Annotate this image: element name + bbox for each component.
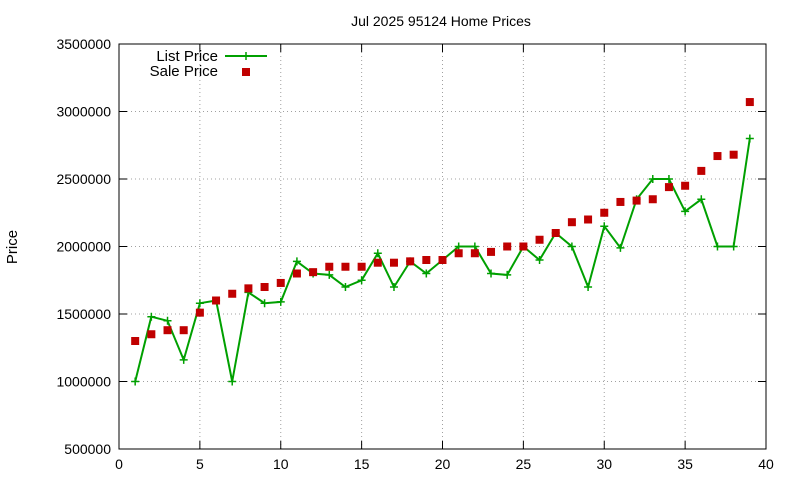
- axes: 500000 1000000 1500000 2000000 2500000 300000…: [56, 36, 774, 472]
- sale-price-point: [163, 326, 172, 335]
- list-price-point: [503, 270, 512, 279]
- y-tick-label: 3000000: [56, 104, 111, 120]
- sale-price-point: [745, 98, 754, 107]
- list-price-point: [648, 175, 657, 183]
- sale-price-point: [454, 249, 463, 258]
- list-price-point: [697, 195, 706, 204]
- sale-price-point: [632, 196, 641, 205]
- y-tick-label: 500000: [64, 441, 111, 457]
- list-price-point: [422, 269, 431, 278]
- sale-price-point: [389, 258, 398, 267]
- sale-price-point: [325, 262, 334, 271]
- sale-price-point: [195, 308, 204, 317]
- sale-price-point: [713, 152, 722, 161]
- list-price-point: [713, 242, 722, 251]
- list-price-point: [745, 134, 754, 143]
- sale-price-point: [373, 258, 382, 267]
- list-price-point: [131, 377, 140, 386]
- list-price-point: [681, 207, 690, 216]
- y-tick-label: 2500000: [56, 171, 111, 187]
- x-tick-label: 20: [435, 456, 451, 472]
- list-price-point: [276, 297, 285, 306]
- sale-price-point: [567, 218, 576, 227]
- series-sale-price: [131, 98, 754, 345]
- sale-price-point: [147, 330, 156, 339]
- legend-label-sale-price: Sale Price: [150, 63, 218, 80]
- legend-label-list-price: List Price: [156, 48, 218, 65]
- list-price-point: [729, 242, 738, 251]
- sale-price-point: [179, 326, 188, 335]
- legend-marker-sale-price: [242, 68, 250, 76]
- list-price-point: [292, 257, 301, 266]
- x-tick-label: 15: [354, 456, 370, 472]
- y-tick-label: 3500000: [56, 36, 111, 52]
- sale-price-point: [357, 262, 366, 271]
- sale-price-point: [309, 268, 318, 277]
- sale-price-point: [503, 242, 512, 251]
- x-tick-label: 10: [273, 456, 289, 472]
- list-price-point: [487, 269, 496, 278]
- sale-price-point: [648, 195, 657, 204]
- sale-price-point: [276, 278, 285, 287]
- list-price-point: [163, 316, 172, 325]
- x-tick-label: 25: [516, 456, 532, 472]
- chart-title: Jul 2025 95124 Home Prices: [351, 13, 531, 29]
- sale-price-point: [681, 181, 690, 190]
- series-layer: [131, 98, 754, 386]
- y-axis-label: Price: [4, 230, 21, 264]
- sale-price-point: [406, 257, 415, 266]
- sale-price-point: [228, 289, 237, 298]
- sale-price-point: [470, 249, 479, 258]
- legend-marker-list-price: [242, 52, 250, 60]
- list-price-point: [325, 270, 334, 279]
- sale-price-point: [438, 256, 447, 264]
- sale-price-point: [535, 235, 544, 244]
- sale-price-point: [551, 229, 560, 237]
- grid-lines: [119, 44, 766, 449]
- sale-price-point: [729, 150, 738, 159]
- sale-price-point: [341, 262, 350, 271]
- sale-price-point: [519, 242, 528, 251]
- list-price-point: [195, 299, 204, 308]
- sale-price-point: [260, 283, 269, 291]
- list-price-point: [357, 276, 366, 285]
- sale-price-point: [600, 208, 609, 217]
- list-price-point: [389, 283, 398, 291]
- list-price-point: [600, 222, 609, 231]
- list-price-point: [584, 283, 593, 291]
- list-price-point: [535, 256, 544, 264]
- list-price-point: [616, 243, 625, 252]
- list-price-point: [179, 355, 188, 364]
- list-price-point: [567, 242, 576, 251]
- y-tick-label: 1000000: [56, 374, 111, 390]
- x-tick-label: 30: [596, 456, 612, 472]
- plot-frame: [118, 43, 767, 450]
- sale-price-point: [487, 247, 496, 256]
- list-price-point: [454, 242, 463, 251]
- sale-price-point: [292, 269, 301, 278]
- y-tick-label: 1500000: [56, 306, 111, 322]
- list-price-point: [341, 283, 350, 291]
- x-tick-label: 0: [115, 456, 123, 472]
- sale-price-point: [584, 215, 593, 224]
- sale-price-point: [131, 337, 140, 345]
- list-price-point: [470, 242, 479, 251]
- list-price-point: [373, 249, 382, 258]
- y-tick-label: 2000000: [56, 239, 111, 255]
- list-price-point: [228, 377, 237, 386]
- sale-price-point: [244, 284, 253, 293]
- sale-price-point: [664, 183, 673, 192]
- sale-price-point: [422, 256, 431, 264]
- sale-price-point: [616, 197, 625, 206]
- list-price-point: [147, 312, 156, 321]
- x-tick-label: 5: [196, 456, 204, 472]
- x-tick-label: 40: [758, 456, 774, 472]
- x-tick-label: 35: [677, 456, 693, 472]
- sale-price-point: [697, 166, 706, 175]
- legend: List Price Sale Price: [150, 48, 267, 80]
- list-price-point: [664, 175, 673, 183]
- list-price-point: [260, 299, 269, 308]
- sale-price-point: [212, 296, 221, 305]
